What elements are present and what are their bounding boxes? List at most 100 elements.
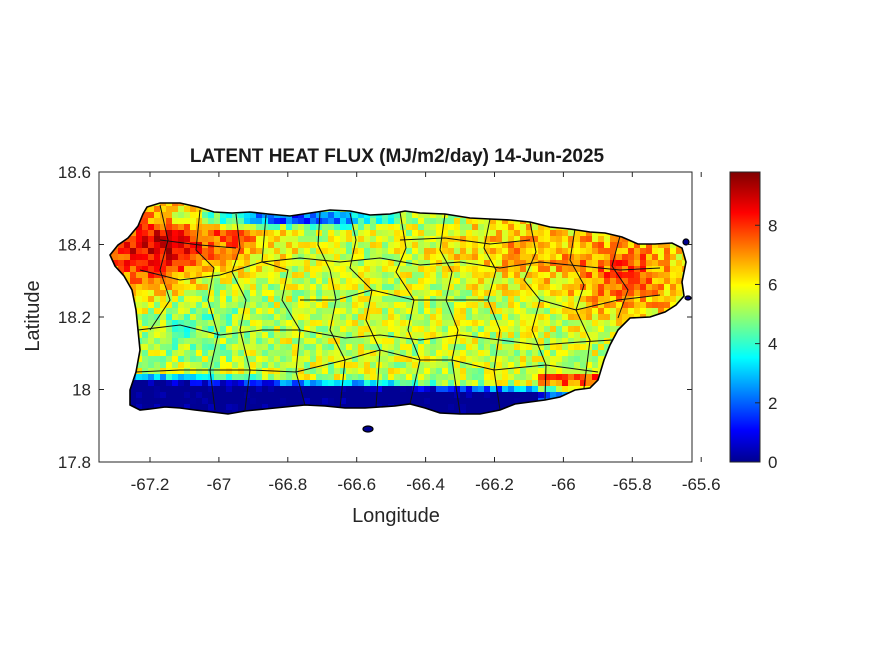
heatmap-cell — [274, 338, 281, 345]
heatmap-cell — [214, 218, 221, 225]
heatmap-cell — [580, 266, 587, 273]
heatmap-cell — [268, 278, 275, 285]
heatmap-cell — [256, 374, 263, 381]
heatmap-cell — [346, 326, 353, 333]
heatmap-cell — [610, 296, 617, 303]
heatmap-cell — [496, 350, 503, 357]
heatmap-cell — [424, 368, 431, 375]
heatmap-cell — [178, 218, 185, 225]
heatmap-cell — [508, 260, 515, 267]
heatmap-cell — [322, 338, 329, 345]
heatmap-cell — [562, 356, 569, 363]
heatmap-cell — [202, 266, 209, 273]
heatmap-cell — [214, 392, 221, 399]
heatmap-cell — [202, 356, 209, 363]
heatmap-cell — [490, 296, 497, 303]
heatmap-cell — [586, 284, 593, 291]
heatmap-cell — [394, 392, 401, 399]
heatmap-cell — [604, 278, 611, 285]
heatmap-cell — [190, 212, 197, 219]
heatmap-cell — [490, 284, 497, 291]
heatmap-cell — [598, 302, 605, 309]
heatmap-cell — [586, 242, 593, 249]
heatmap-cell — [496, 242, 503, 249]
heatmap-cell — [352, 326, 359, 333]
heatmap-cell — [274, 242, 281, 249]
heatmap-cell — [352, 254, 359, 261]
heatmap-cell — [328, 326, 335, 333]
heatmap-cell — [256, 278, 263, 285]
heatmap-cell — [160, 308, 167, 315]
heatmap-cell — [496, 356, 503, 363]
heatmap-cell — [334, 230, 341, 237]
heatmap-cell — [280, 236, 287, 243]
heatmap-cell — [394, 302, 401, 309]
heatmap-cell — [454, 218, 461, 225]
heatmap-cell — [508, 284, 515, 291]
heatmap-cell — [436, 356, 443, 363]
heatmap-cell — [406, 284, 413, 291]
x-tick-label: -66.2 — [475, 475, 514, 494]
heatmap-cell — [268, 224, 275, 231]
heatmap-cell — [508, 374, 515, 381]
heatmap-cell — [658, 248, 665, 255]
heatmap-cell — [292, 308, 299, 315]
heatmap-cell — [214, 320, 221, 327]
heatmap-cell — [664, 272, 671, 279]
heatmap-cell — [400, 248, 407, 255]
heatmap-cell — [562, 368, 569, 375]
heatmap-cell — [406, 356, 413, 363]
heatmap-cell — [478, 230, 485, 237]
heatmap-cell — [496, 230, 503, 237]
heatmap-cell — [178, 332, 185, 339]
heatmap-cell — [220, 326, 227, 333]
islet — [684, 295, 692, 301]
heatmap-cell — [160, 224, 167, 231]
heatmap-cell — [346, 338, 353, 345]
heatmap-cell — [472, 398, 479, 405]
heatmap-cell — [412, 254, 419, 261]
heatmap-cell — [166, 338, 173, 345]
heatmap-cell — [298, 242, 305, 249]
heatmap-cell — [226, 314, 233, 321]
heatmap-cell — [286, 272, 293, 279]
heatmap-cell — [484, 380, 491, 387]
heatmap-cell — [262, 212, 269, 219]
heatmap-cell — [472, 218, 479, 225]
heatmap-cell — [244, 230, 251, 237]
heatmap-cell — [214, 380, 221, 387]
heatmap-cell — [502, 332, 509, 339]
heatmap-cell — [220, 386, 227, 393]
heatmap-cell — [178, 284, 185, 291]
heatmap-cell — [142, 392, 149, 399]
heatmap-cell — [400, 242, 407, 249]
heatmap-cell — [316, 326, 323, 333]
heatmap-cell — [316, 230, 323, 237]
heatmap-cell — [352, 368, 359, 375]
heatmap-cell — [118, 254, 125, 261]
heatmap-cell — [118, 266, 125, 273]
heatmap-cell — [298, 272, 305, 279]
heatmap-cell — [196, 248, 203, 255]
heatmap-cell — [118, 242, 125, 249]
heatmap-cell — [226, 212, 233, 219]
heatmap-cell — [352, 278, 359, 285]
heatmap-cell — [556, 356, 563, 363]
heatmap-cell — [130, 260, 137, 267]
heatmap-cell — [334, 368, 341, 375]
heatmap-cell — [508, 350, 515, 357]
heatmap-cell — [454, 224, 461, 231]
heatmap-cell — [496, 398, 503, 405]
heatmap-cell — [196, 338, 203, 345]
heatmap-cell — [352, 392, 359, 399]
heatmap-cell — [448, 278, 455, 285]
heatmap-cell — [442, 254, 449, 261]
heatmap-cell — [160, 236, 167, 243]
heatmap-cell — [574, 332, 581, 339]
heatmap-cell — [478, 380, 485, 387]
heatmap-cell — [196, 314, 203, 321]
heatmap-cell — [442, 320, 449, 327]
heatmap-cell — [334, 302, 341, 309]
heatmap-cell — [220, 356, 227, 363]
